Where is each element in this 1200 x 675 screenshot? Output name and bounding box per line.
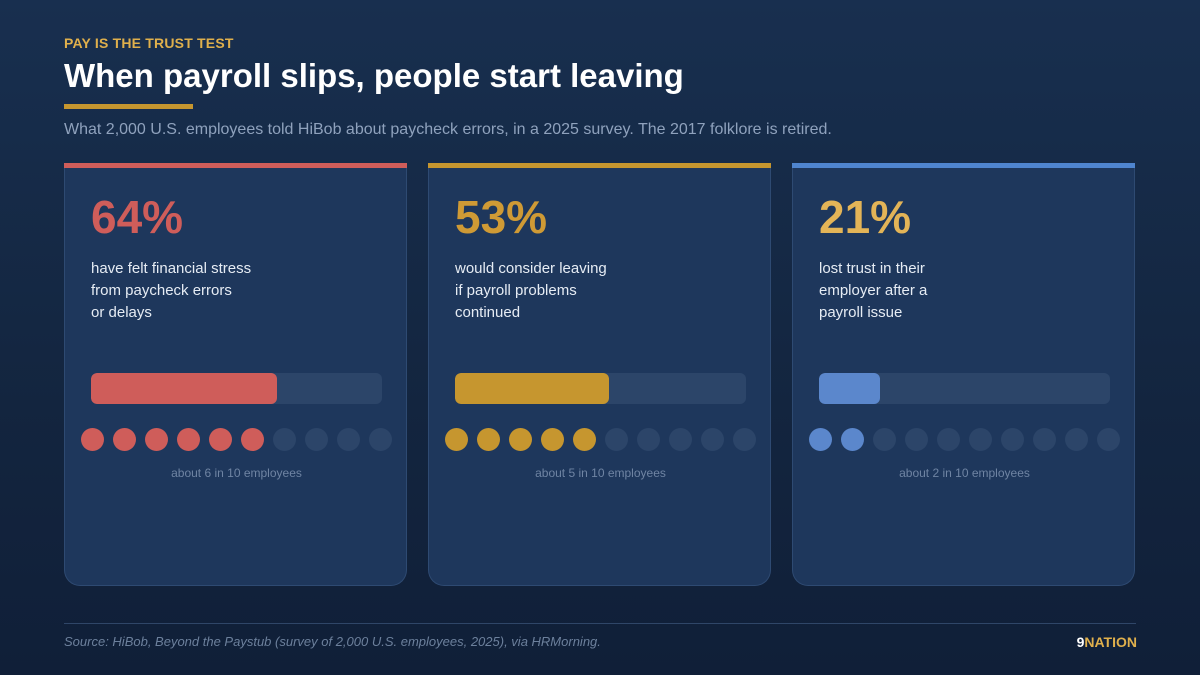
dot-caption: about 6 in 10 employees (171, 466, 302, 480)
page-subtitle: What 2,000 U.S. employees told HiBob abo… (64, 121, 832, 138)
dot-empty (701, 428, 724, 451)
dot-empty (369, 428, 392, 451)
progress-bar (819, 373, 880, 404)
stat-description-line: from paycheck errors (91, 282, 232, 299)
stat-value: 21% (819, 191, 912, 243)
dot-empty (905, 428, 928, 451)
stat-value: 64% (91, 191, 184, 243)
stat-card: 53% would consider leaving if payroll pr… (428, 163, 771, 586)
dot-filled (209, 428, 232, 451)
dot-filled (177, 428, 200, 451)
dot-empty (637, 428, 660, 451)
brand-number: 9 (1076, 634, 1085, 650)
dot-empty (1001, 428, 1024, 451)
card-accent-bar (428, 163, 771, 168)
stat-description-line: payroll issue (819, 304, 903, 321)
dot-empty (969, 428, 992, 451)
dot-empty (1065, 428, 1088, 451)
dot-empty (1033, 428, 1056, 451)
dot-filled (841, 428, 864, 451)
dot-filled (81, 428, 104, 451)
title-underline (64, 104, 193, 109)
dot-empty (1097, 428, 1120, 451)
dot-filled (145, 428, 168, 451)
footer-divider (64, 623, 1136, 624)
stat-description-line: lost trust in their (819, 260, 925, 277)
stat-card: 64% have felt financial stress from payc… (64, 163, 407, 586)
stat-description-line: continued (455, 304, 521, 321)
dot-filled (541, 428, 564, 451)
stat-description: would consider leaving if payroll proble… (455, 258, 695, 324)
stat-description: have felt financial stress from paycheck… (91, 258, 331, 324)
source-note: Source: HiBob, Beyond the Paystub (surve… (64, 634, 601, 649)
dot-empty (305, 428, 328, 451)
dot-filled (477, 428, 500, 451)
dot-filled (445, 428, 468, 451)
dot-filled (241, 428, 264, 451)
progress-bar (91, 373, 277, 404)
dot-caption: about 2 in 10 employees (899, 466, 1030, 480)
dot-caption: about 5 in 10 employees (535, 466, 666, 480)
stat-description-line: would consider leaving (455, 260, 607, 277)
dot-filled (113, 428, 136, 451)
dot-filled (809, 428, 832, 451)
dot-empty (733, 428, 756, 451)
brand-name: NATION (1084, 634, 1137, 650)
dot-filled (509, 428, 532, 451)
dot-empty (873, 428, 896, 451)
dot-empty (669, 428, 692, 451)
stat-description-line: have felt financial stress (91, 260, 252, 277)
stat-description-line: employer after a (819, 282, 928, 299)
dot-empty (937, 428, 960, 451)
progress-track (819, 373, 1110, 404)
eyebrow-label: PAY IS THE TRUST TEST (64, 35, 234, 51)
progress-track (91, 373, 382, 404)
stat-description-line: or delays (91, 304, 152, 321)
dot-empty (605, 428, 628, 451)
dot-empty (273, 428, 296, 451)
card-accent-bar (64, 163, 407, 168)
stat-description-line: if payroll problems (455, 282, 577, 299)
stat-cards: 64% have felt financial stress from payc… (64, 163, 1136, 586)
page-title: When payroll slips, people start leaving (64, 57, 684, 94)
card-accent-bar (792, 163, 1135, 168)
dot-filled (573, 428, 596, 451)
dot-empty (337, 428, 360, 451)
brand-logo: 9NATION (1077, 634, 1137, 650)
stat-value: 53% (455, 191, 548, 243)
progress-track (455, 373, 746, 404)
progress-bar (455, 373, 609, 404)
stat-card: 21% lost trust in their employer after a… (792, 163, 1135, 586)
stat-description: lost trust in their employer after a pay… (819, 258, 1059, 324)
